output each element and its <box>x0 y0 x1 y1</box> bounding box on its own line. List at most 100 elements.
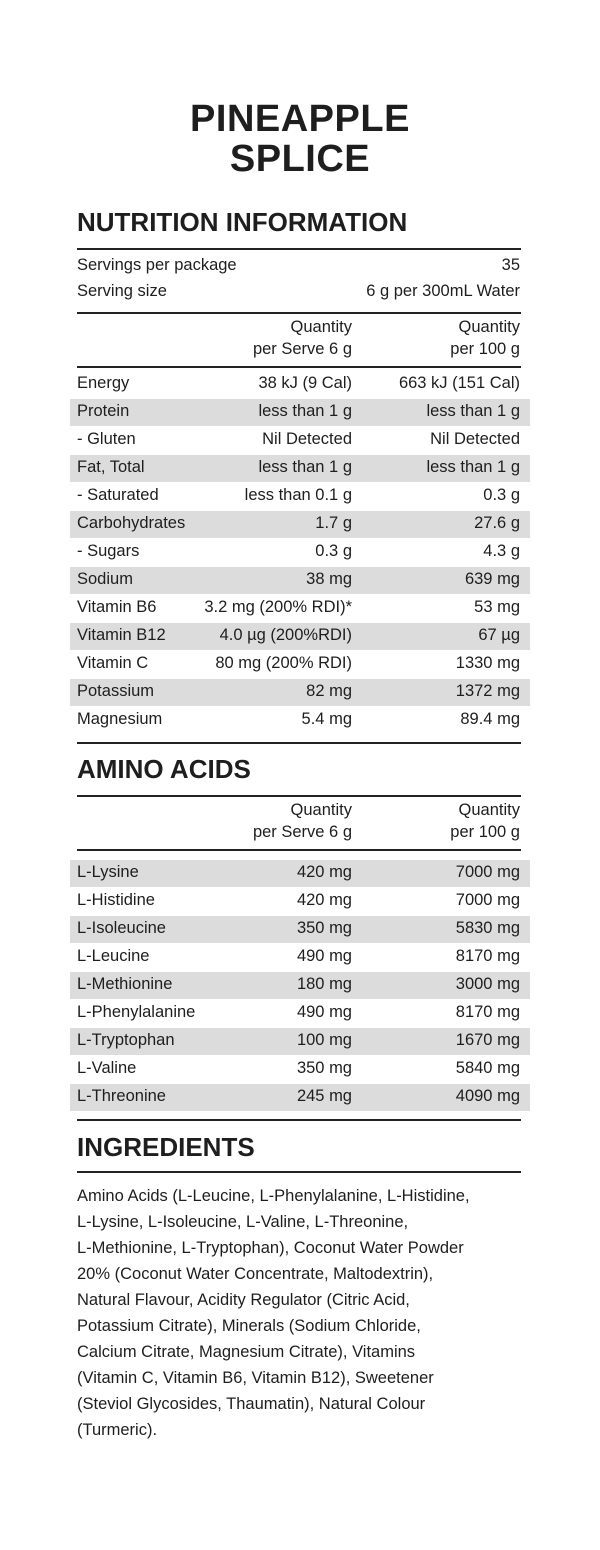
row-value: 38 mg <box>306 570 352 588</box>
row-value: 8170 mg <box>455 1003 520 1021</box>
column-header: per Serve 6 g <box>252 823 352 841</box>
row-value: 3000 mg <box>455 975 520 993</box>
row-label: L-Threonine <box>77 1087 166 1105</box>
divider <box>77 248 521 250</box>
divider <box>77 849 521 851</box>
row-value: 663 kJ (151 Cal) <box>398 374 520 392</box>
row-value: 5830 mg <box>455 919 520 937</box>
row-value: 245 mg <box>296 1087 352 1105</box>
row-value: 89.4 mg <box>460 710 520 728</box>
row-value: 639 mg <box>464 570 520 588</box>
ingredients-line: L-Lysine, L-Isoleucine, L-Valine, L-Thre… <box>77 1213 409 1231</box>
summary-label: Serving size <box>77 282 167 300</box>
ingredients-line: (Vitamin C, Vitamin B6, Vitamin B12), Sw… <box>77 1369 434 1387</box>
row-value: less than 1 g <box>258 458 352 476</box>
row-shade <box>70 399 530 426</box>
row-value: 80 mg (200% RDI) <box>215 654 352 672</box>
product-title: PINEAPPLE <box>190 98 410 140</box>
column-header: per Serve 6 g <box>252 340 352 358</box>
row-value: 5.4 mg <box>301 710 352 728</box>
ingredients-line: Natural Flavour, Acidity Regulator (Citr… <box>77 1291 410 1309</box>
ingredients-line: 20% (Coconut Water Concentrate, Maltodex… <box>77 1265 434 1283</box>
row-value: 7000 mg <box>455 863 520 881</box>
row-label: L-Methionine <box>77 975 173 993</box>
row-shade <box>70 679 530 706</box>
row-label: L-Leucine <box>77 947 150 965</box>
row-shade <box>70 567 530 594</box>
row-value: 82 mg <box>306 682 352 700</box>
row-label: - Sugars <box>77 542 140 560</box>
row-label: Sodium <box>77 570 133 588</box>
row-label: Energy <box>77 374 130 392</box>
row-value: 1.7 g <box>315 514 352 532</box>
divider <box>77 742 521 744</box>
row-value: less than 1 g <box>426 402 520 420</box>
row-label: Protein <box>77 402 130 420</box>
row-value: 4.0 µg (200%RDI) <box>219 626 352 644</box>
row-value: 180 mg <box>296 975 352 993</box>
ingredients-line: Potassium Citrate), Minerals (Sodium Chl… <box>77 1317 421 1335</box>
divider <box>77 1119 521 1121</box>
row-value: less than 1 g <box>426 458 520 476</box>
ingredients-line: Calcium Citrate, Magnesium Citrate), Vit… <box>77 1343 416 1361</box>
row-value: 420 mg <box>296 863 352 881</box>
row-label: Magnesium <box>77 710 163 728</box>
divider <box>77 795 521 797</box>
row-label: Fat, Total <box>77 458 145 476</box>
row-shade <box>70 860 530 887</box>
summary-value: 6 g per 300mL Water <box>366 282 520 300</box>
ingredients-line: (Steviol Glycosides, Thaumatin), Natural… <box>77 1395 426 1413</box>
row-value: less than 1 g <box>258 402 352 420</box>
section-heading: AMINO ACIDS <box>77 754 251 784</box>
section-heading: NUTRITION INFORMATION <box>77 207 408 237</box>
row-value: 8170 mg <box>455 947 520 965</box>
row-shade <box>70 623 530 650</box>
row-label: Vitamin B12 <box>77 626 166 644</box>
row-shade <box>70 916 530 943</box>
row-value: 490 mg <box>296 1003 352 1021</box>
column-header: Quantity <box>290 318 352 336</box>
row-value: 53 mg <box>474 598 520 616</box>
row-label: L-Phenylalanine <box>77 1003 196 1021</box>
row-value: 490 mg <box>296 947 352 965</box>
row-label: L-Lysine <box>77 863 139 881</box>
row-label: Vitamin C <box>77 654 149 672</box>
row-shade <box>70 511 530 538</box>
row-value: 3.2 mg (200% RDI)* <box>204 598 352 616</box>
row-value: 420 mg <box>296 891 352 909</box>
ingredients-line: (Turmeric). <box>77 1421 158 1439</box>
row-value: 0.3 g <box>315 542 352 560</box>
row-label: Potassium <box>77 682 155 700</box>
divider <box>77 366 521 368</box>
row-value: Nil Detected <box>430 430 520 448</box>
row-value: 5840 mg <box>455 1059 520 1077</box>
row-label: - Gluten <box>77 430 136 448</box>
row-label: L-Histidine <box>77 891 155 909</box>
product-title: SPLICE <box>229 138 371 180</box>
row-value: 7000 mg <box>455 891 520 909</box>
row-value: 100 mg <box>296 1031 352 1049</box>
row-label: - Saturated <box>77 486 159 504</box>
section-heading: INGREDIENTS <box>77 1132 255 1162</box>
row-label: Carbohydrates <box>77 514 186 532</box>
row-label: L-Valine <box>77 1059 137 1077</box>
column-header: Quantity <box>458 318 520 336</box>
row-label: L-Isoleucine <box>77 919 166 937</box>
ingredients-line: Amino Acids (L-Leucine, L-Phenylalanine,… <box>77 1187 470 1205</box>
row-value: less than 0.1 g <box>244 486 352 504</box>
row-value: 67 µg <box>478 626 520 644</box>
ingredients-line: L-Methionine, L-Tryptophan), Coconut Wat… <box>77 1239 464 1257</box>
row-value: 1372 mg <box>455 682 520 700</box>
row-value: 1670 mg <box>455 1031 520 1049</box>
row-value: 350 mg <box>296 1059 352 1077</box>
row-value: Nil Detected <box>262 430 352 448</box>
row-label: Vitamin B6 <box>77 598 157 616</box>
row-value: 38 kJ (9 Cal) <box>258 374 352 392</box>
row-shade <box>70 972 530 999</box>
column-header: per 100 g <box>450 340 520 358</box>
row-value: 1330 mg <box>455 654 520 672</box>
summary-label: Servings per package <box>77 256 237 274</box>
row-value: 0.3 g <box>483 486 520 504</box>
summary-value: 35 <box>501 256 520 274</box>
